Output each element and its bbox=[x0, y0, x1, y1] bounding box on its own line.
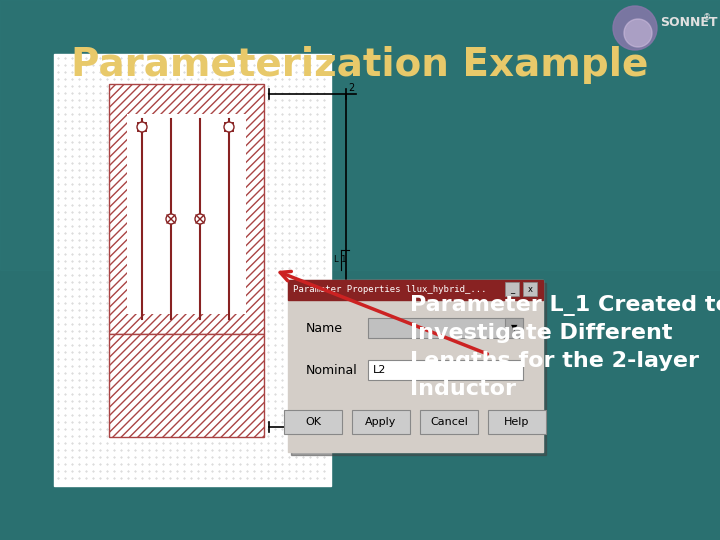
Circle shape bbox=[166, 214, 176, 224]
Text: 2: 2 bbox=[348, 83, 354, 93]
Bar bbox=[284, 410, 342, 434]
Text: Inductor: Inductor bbox=[410, 379, 516, 399]
Text: OK: OK bbox=[305, 417, 321, 427]
Text: Apply: Apply bbox=[365, 417, 397, 427]
Bar bbox=[288, 280, 543, 300]
Circle shape bbox=[613, 6, 657, 50]
Bar bbox=[368, 318, 523, 338]
Circle shape bbox=[224, 122, 234, 132]
Text: Parameterization Example: Parameterization Example bbox=[71, 46, 649, 84]
Bar bbox=[523, 282, 537, 296]
Text: Nominal: Nominal bbox=[306, 363, 358, 376]
Bar bbox=[54, 54, 331, 486]
Text: Help: Help bbox=[504, 417, 530, 427]
Text: Name: Name bbox=[306, 321, 343, 334]
Text: SONNET: SONNET bbox=[660, 16, 718, 29]
Bar bbox=[109, 334, 264, 437]
Bar bbox=[127, 114, 246, 314]
Text: _: _ bbox=[510, 286, 514, 294]
Bar bbox=[505, 282, 519, 296]
Text: x: x bbox=[528, 286, 533, 294]
Bar bbox=[352, 410, 410, 434]
Text: L 1: L 1 bbox=[334, 255, 346, 264]
Bar bbox=[0, 0, 720, 270]
Text: 4: 4 bbox=[348, 416, 354, 426]
Bar bbox=[288, 280, 543, 452]
Text: Parameter Properties llux_hybrid_...: Parameter Properties llux_hybrid_... bbox=[293, 286, 487, 294]
Text: ®: ® bbox=[703, 14, 711, 23]
Text: Parameter L_1 Created to: Parameter L_1 Created to bbox=[410, 295, 720, 316]
Bar bbox=[505, 318, 523, 338]
Text: Cancel: Cancel bbox=[430, 417, 468, 427]
Bar bbox=[291, 283, 546, 455]
Bar bbox=[368, 360, 523, 380]
Circle shape bbox=[195, 214, 205, 224]
Text: L2: L2 bbox=[373, 365, 387, 375]
Bar bbox=[420, 410, 478, 434]
Bar bbox=[109, 84, 264, 334]
Circle shape bbox=[137, 122, 147, 132]
Bar bbox=[488, 410, 546, 434]
Text: ▼: ▼ bbox=[510, 323, 517, 333]
Text: Investigate Different: Investigate Different bbox=[410, 323, 672, 343]
Text: Lengths for the 2-layer: Lengths for the 2-layer bbox=[410, 351, 699, 371]
Circle shape bbox=[624, 19, 652, 47]
